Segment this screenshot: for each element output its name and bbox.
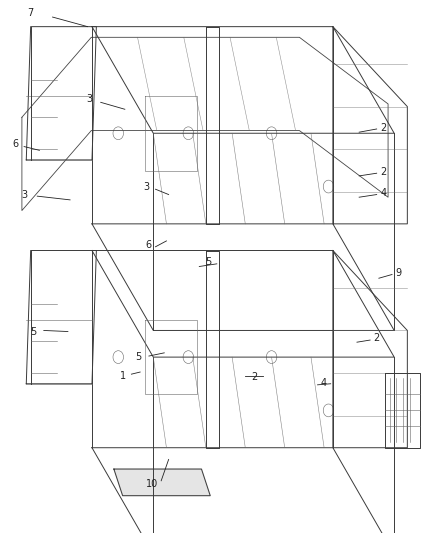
Polygon shape <box>114 469 210 496</box>
Text: 3: 3 <box>21 190 27 199</box>
Text: 7: 7 <box>28 9 34 18</box>
Text: 9: 9 <box>396 268 402 278</box>
Text: 3: 3 <box>144 182 150 191</box>
Text: 2: 2 <box>374 334 380 343</box>
Text: 10: 10 <box>146 479 159 489</box>
Text: 3: 3 <box>87 94 93 103</box>
Text: 5: 5 <box>135 352 141 362</box>
Text: 5: 5 <box>205 257 211 267</box>
Text: 4: 4 <box>380 188 386 198</box>
Text: 4: 4 <box>321 378 327 387</box>
Text: 2: 2 <box>380 123 386 133</box>
Text: 2: 2 <box>380 167 386 176</box>
Text: 6: 6 <box>146 240 152 250</box>
Text: 2: 2 <box>251 373 257 382</box>
Text: 6: 6 <box>12 139 18 149</box>
Text: 1: 1 <box>120 371 126 381</box>
Text: 5: 5 <box>30 327 36 336</box>
